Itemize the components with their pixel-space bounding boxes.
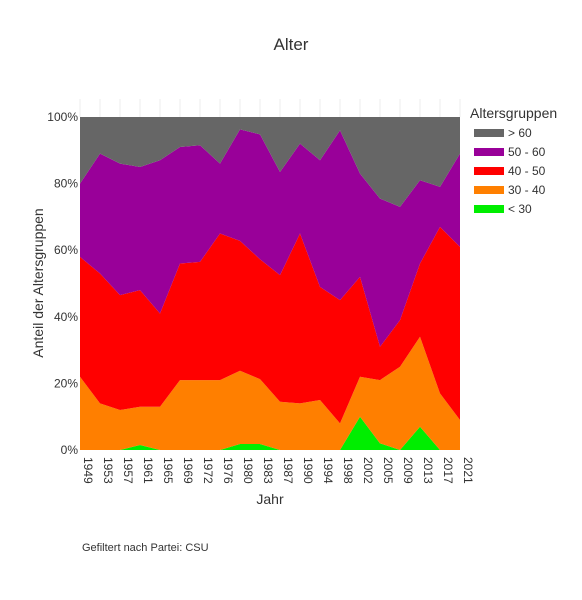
x-tick-label: 1957	[121, 457, 135, 484]
area-series-40-50	[80, 226, 460, 424]
area-series-30	[80, 416, 460, 450]
x-tick-label: 1953	[101, 457, 115, 484]
legend-label: > 60	[508, 126, 532, 140]
y-tick-label: 0%	[61, 443, 79, 457]
chart-title: Alter	[274, 35, 309, 54]
legend-swatch	[474, 148, 504, 156]
x-tick-label: 1983	[261, 457, 275, 484]
y-tick-label: 100%	[47, 110, 78, 124]
x-tick-label: 1994	[321, 457, 335, 484]
legend-item[interactable]: 40 - 50	[474, 164, 546, 178]
legend-label: < 30	[508, 202, 532, 216]
filter-footnote: Gefiltert nach Partei: CSU	[82, 542, 209, 554]
y-tick-label: 60%	[54, 243, 78, 257]
legend-label: 30 - 40	[508, 183, 546, 197]
x-tick-label: 1965	[161, 457, 175, 484]
x-tick-label: 1980	[241, 457, 255, 484]
area-series-60	[80, 117, 460, 207]
x-tick-label: 1987	[281, 457, 295, 484]
x-tick-label: 2002	[361, 457, 375, 484]
legend-item[interactable]: 50 - 60	[474, 145, 546, 159]
legend-item[interactable]: 30 - 40	[474, 183, 546, 197]
x-tick-label: 1949	[81, 457, 95, 484]
y-tick-label: 20%	[54, 376, 78, 390]
y-axis-title: Anteil der Altersgruppen	[30, 208, 46, 357]
legend-item[interactable]: < 30	[474, 202, 532, 216]
plot-area	[79, 99, 461, 450]
legend-swatch	[474, 167, 504, 175]
legend-item[interactable]: > 60	[474, 126, 532, 140]
legend-swatch	[474, 205, 504, 213]
x-tick-label: 1990	[301, 457, 315, 484]
y-tick-label: 80%	[54, 177, 78, 191]
legend-label: 40 - 50	[508, 164, 546, 178]
x-tick-label: 2005	[381, 457, 395, 484]
x-tick-label: 2017	[441, 457, 455, 484]
legend-swatch	[474, 186, 504, 194]
x-tick-label: 1969	[181, 457, 195, 484]
x-tick-label: 1961	[141, 457, 155, 484]
y-axis: 0% 20% 40% 60% 80% 100%	[47, 110, 78, 457]
legend-swatch	[474, 129, 504, 137]
x-tick-label: 2021	[461, 457, 475, 484]
x-tick-label: 1976	[221, 457, 235, 484]
x-tick-label: 2013	[421, 457, 435, 484]
x-tick-label: 1998	[341, 457, 355, 484]
area-series-30-40	[80, 336, 460, 450]
y-tick-label: 40%	[54, 310, 78, 324]
x-axis: 1949 1953 1957 1961 1965 1969 1972 1976 1980 1983…	[81, 457, 475, 484]
x-tick-label: 1972	[201, 457, 215, 484]
x-axis-title: Jahr	[256, 491, 284, 507]
legend-label: 50 - 60	[508, 145, 546, 159]
legend-title: Altersgruppen	[470, 105, 557, 121]
area-series-50-60	[80, 129, 460, 347]
x-tick-label: 2009	[401, 457, 415, 484]
legend: > 60 50 - 60 40 - 50 30 - 40 < 30	[474, 126, 546, 216]
